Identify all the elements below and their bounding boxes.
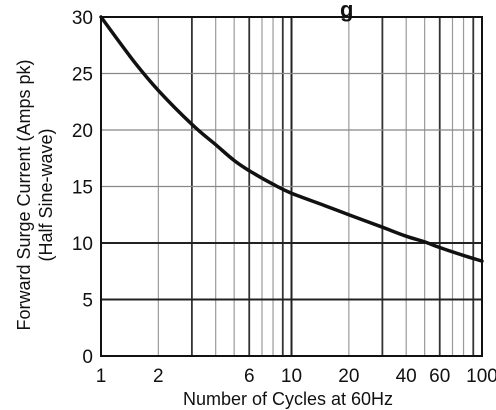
x-tick-label: 20	[338, 366, 359, 387]
plot-frame	[100, 16, 483, 357]
y-tick-label: 5	[82, 291, 93, 312]
y-axis-title: Forward Surge Current (Amps pk)	[14, 59, 34, 330]
y-tick-label: 0	[82, 347, 93, 368]
x-tick-label: 40	[396, 366, 417, 387]
x-tick-label: 10	[281, 366, 302, 387]
x-axis-title: Number of Cycles at 60Hz	[183, 389, 393, 409]
major-gridlines	[101, 17, 482, 356]
x-tick-label: 2	[153, 366, 164, 387]
y-tick-label: 30	[72, 8, 93, 29]
x-tick-label: 100	[466, 366, 496, 387]
y-tick-label: 15	[72, 178, 93, 199]
x-tick-labels: 1 2 6 10 20 40 60 100	[96, 366, 496, 387]
series-layer	[99, 15, 484, 263]
x-tick-label: 1	[96, 366, 107, 387]
y-tick-label: 10	[72, 234, 93, 255]
y-tick-label: 25	[72, 65, 93, 86]
chart-title-fragment: g	[340, 0, 353, 22]
y-axis-subtitle: (Half Sine-wave)	[36, 128, 56, 261]
surge-current-curve	[99, 15, 484, 263]
x-tick-label: 60	[429, 366, 450, 387]
y-tick-labels: 0 5 10 15 20 25 30	[72, 8, 93, 368]
y-tick-label: 20	[72, 121, 93, 142]
x-tick-label: 6	[244, 366, 255, 387]
